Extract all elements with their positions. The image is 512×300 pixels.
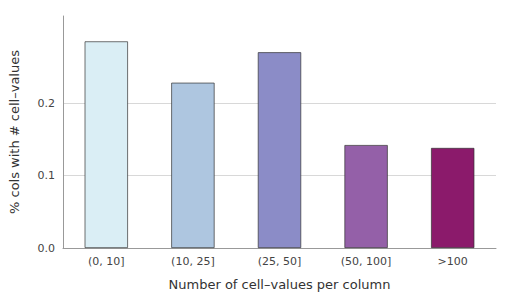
svg-text:(50, 100]: (50, 100] [341,255,392,268]
svg-text:(25, 50]: (25, 50] [258,255,302,268]
svg-text:(0, 10]: (0, 10] [88,255,125,268]
svg-text:>100: >100 [438,255,468,268]
svg-text:0.0: 0.0 [38,242,56,255]
svg-text:Number of cell–values per colu: Number of cell–values per column [169,277,391,292]
svg-text:% cols with # cell–values: % cols with # cell–values [7,50,22,214]
svg-text:(10, 25]: (10, 25] [171,255,215,268]
svg-text:0.2: 0.2 [38,97,56,110]
svg-text:0.1: 0.1 [38,169,56,182]
